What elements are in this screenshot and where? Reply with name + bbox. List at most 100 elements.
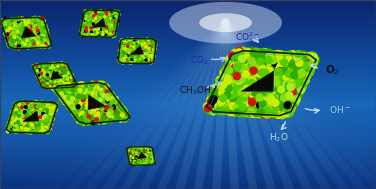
- Point: [91, 20, 97, 23]
- Point: [138, 160, 144, 163]
- Point: [82, 98, 88, 101]
- Point: [253, 101, 259, 104]
- Point: [44, 85, 50, 88]
- Point: [226, 66, 232, 69]
- Point: [297, 57, 303, 60]
- Point: [285, 93, 291, 96]
- Point: [58, 64, 64, 67]
- Point: [235, 71, 241, 74]
- Point: [48, 80, 54, 83]
- Point: [107, 114, 113, 117]
- Point: [229, 80, 235, 83]
- Point: [99, 21, 105, 24]
- Point: [261, 76, 267, 79]
- Point: [260, 108, 266, 111]
- Point: [71, 83, 77, 86]
- Point: [113, 15, 119, 18]
- Point: [257, 71, 263, 74]
- Point: [269, 68, 275, 71]
- Point: [118, 54, 124, 57]
- Point: [278, 80, 284, 83]
- Point: [51, 107, 57, 110]
- Point: [99, 9, 105, 12]
- Point: [139, 146, 145, 149]
- Point: [223, 104, 229, 107]
- Point: [213, 96, 219, 99]
- Point: [301, 68, 307, 71]
- Point: [101, 28, 107, 31]
- Point: [109, 13, 115, 16]
- Point: [85, 97, 91, 100]
- Point: [26, 27, 32, 30]
- Point: [261, 57, 267, 60]
- Point: [242, 109, 248, 112]
- Point: [282, 73, 288, 76]
- Point: [296, 84, 302, 87]
- Point: [143, 151, 149, 154]
- Point: [83, 119, 89, 122]
- Point: [118, 107, 124, 110]
- Point: [68, 81, 74, 84]
- Point: [92, 103, 99, 106]
- Point: [53, 70, 59, 73]
- Point: [289, 95, 295, 98]
- Point: [217, 84, 223, 87]
- Point: [41, 43, 47, 46]
- Point: [120, 61, 126, 64]
- Point: [267, 99, 273, 102]
- Point: [262, 71, 268, 74]
- Point: [227, 62, 233, 65]
- Point: [240, 70, 246, 73]
- Point: [309, 54, 315, 57]
- Point: [47, 83, 53, 86]
- Point: [45, 42, 52, 45]
- Point: [34, 112, 40, 115]
- Point: [103, 111, 109, 114]
- Point: [240, 105, 246, 108]
- Point: [229, 65, 235, 68]
- Point: [146, 54, 152, 57]
- Point: [235, 60, 241, 63]
- Point: [276, 101, 282, 104]
- Point: [226, 84, 232, 87]
- Point: [42, 84, 48, 87]
- Point: [252, 86, 258, 89]
- Point: [47, 116, 53, 119]
- Point: [31, 65, 37, 68]
- Point: [277, 107, 283, 110]
- Point: [94, 87, 100, 90]
- Point: [302, 55, 308, 58]
- Point: [99, 15, 105, 18]
- Point: [68, 83, 74, 86]
- Point: [105, 85, 111, 88]
- Bar: [0, 116, 376, 118]
- Point: [265, 57, 271, 60]
- Point: [220, 93, 226, 96]
- Point: [110, 28, 116, 31]
- Point: [294, 82, 300, 85]
- Point: [246, 88, 252, 91]
- Point: [96, 83, 102, 86]
- Point: [85, 87, 91, 90]
- Point: [74, 117, 80, 120]
- Point: [235, 56, 241, 59]
- Point: [224, 81, 230, 84]
- Point: [216, 105, 222, 108]
- Point: [150, 151, 156, 154]
- Point: [32, 112, 38, 115]
- Point: [143, 146, 149, 149]
- Point: [229, 70, 235, 73]
- Point: [307, 67, 313, 70]
- Point: [6, 40, 12, 43]
- Point: [114, 108, 120, 111]
- Point: [72, 84, 78, 87]
- Point: [85, 118, 91, 121]
- Point: [30, 42, 36, 45]
- Point: [147, 147, 153, 150]
- Point: [43, 126, 49, 129]
- Point: [247, 87, 253, 90]
- Point: [62, 84, 68, 87]
- Point: [282, 82, 288, 85]
- Point: [17, 34, 23, 37]
- Point: [101, 113, 107, 116]
